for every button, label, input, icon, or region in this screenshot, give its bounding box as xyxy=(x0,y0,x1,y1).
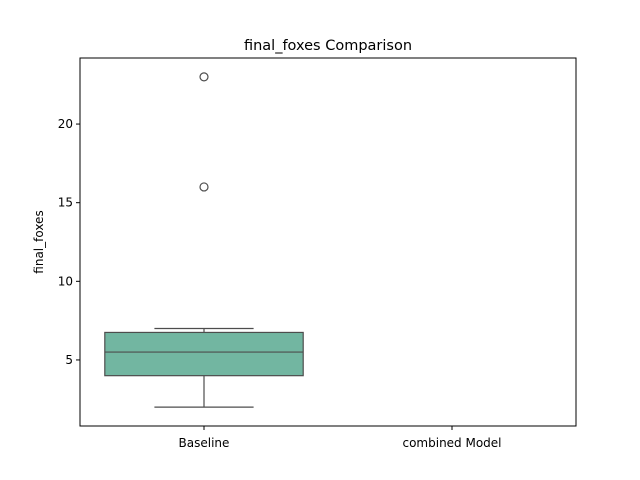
x-tick-label: Baseline xyxy=(179,436,230,450)
y-tick-label: 5 xyxy=(65,353,73,367)
plot-area xyxy=(104,72,304,408)
x-tick-label: combined Model xyxy=(402,436,501,450)
y-axis: 5 10 15 20 xyxy=(58,117,80,367)
y-tick-label: 20 xyxy=(58,117,73,131)
outlier-point xyxy=(199,72,209,82)
chart-title: final_foxes Comparison xyxy=(244,38,412,54)
y-tick-label: 10 xyxy=(58,274,73,288)
x-axis: Baseline combined Model xyxy=(179,426,502,450)
y-axis-title: final_foxes xyxy=(32,210,46,273)
box-group xyxy=(104,72,304,408)
outlier-point xyxy=(199,182,209,192)
y-tick-label: 15 xyxy=(58,196,73,210)
box-iqr xyxy=(104,331,304,377)
axes-frame xyxy=(79,57,577,427)
